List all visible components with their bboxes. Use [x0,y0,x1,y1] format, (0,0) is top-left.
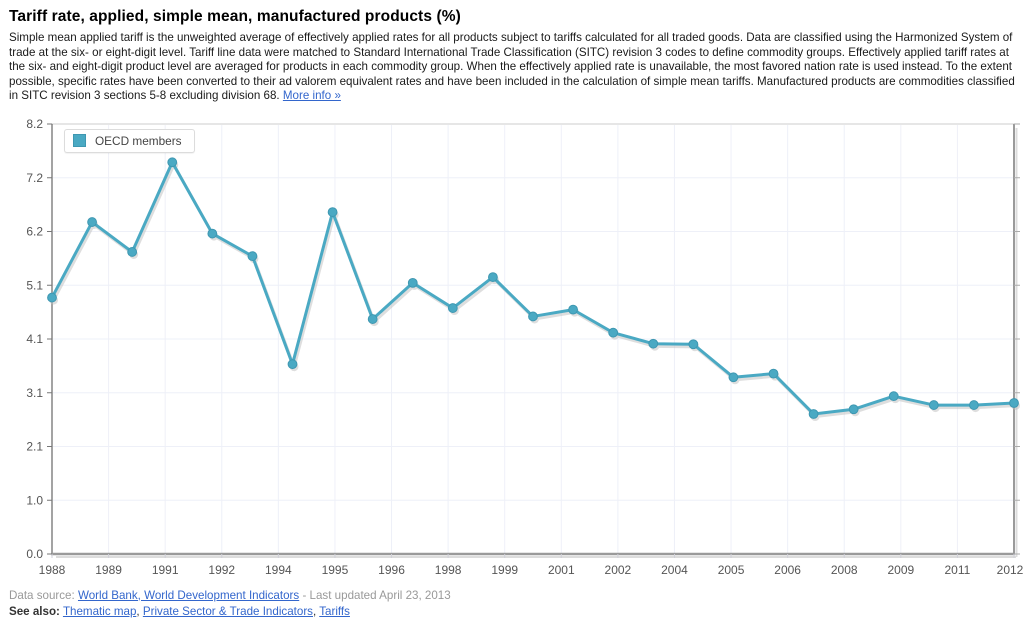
description-text: Simple mean applied tariff is the unweig… [9,31,1015,102]
more-info-link[interactable]: More info » [282,89,341,102]
svg-text:1991: 1991 [152,563,179,577]
svg-text:2004: 2004 [661,563,688,577]
svg-text:2011: 2011 [945,563,971,577]
svg-text:2006: 2006 [774,563,801,577]
svg-text:1996: 1996 [378,563,405,577]
svg-text:3.1: 3.1 [26,385,43,399]
svg-text:0.0: 0.0 [26,547,43,561]
svg-text:1998: 1998 [435,563,462,577]
line-chart: 8.2 7.2 6.2 5.1 4.1 3.1 2.1 1.0 0.0 1988 1989 1991 1… [0,116,1024,586]
svg-text:2005: 2005 [718,563,745,577]
chart-canvas: 8.2 7.2 6.2 5.1 4.1 3.1 2.1 1.0 0.0 1988 1989 1991 1… [26,117,1024,577]
data-source-prefix: Data source: [9,588,75,602]
legend-swatch-oecd [73,134,86,147]
indicator-description: Simple mean applied tariff is the unweig… [9,31,1015,104]
svg-text:2001: 2001 [548,563,575,577]
data-source-line: Data source: World Bank, World Developme… [9,588,1015,604]
see-also-link-thematic-map[interactable]: Thematic map [62,604,137,618]
separator: , [312,604,317,618]
svg-text:4.1: 4.1 [26,332,43,346]
svg-text:1994: 1994 [265,563,292,577]
svg-text:1988: 1988 [39,563,66,577]
svg-text:1999: 1999 [491,563,518,577]
svg-text:8.2: 8.2 [26,117,43,131]
chart-footer: Data source: World Bank, World Developme… [0,586,1024,619]
svg-text:1995: 1995 [322,563,349,577]
svg-text:1.0: 1.0 [26,493,43,507]
svg-text:7.2: 7.2 [26,170,43,184]
page: Tariff rate, applied, simple mean, manuf… [0,0,1024,104]
legend-label-oecd: OECD members [95,133,182,148]
svg-text:6.2: 6.2 [26,224,43,238]
svg-text:2012: 2012 [997,563,1024,577]
svg-text:2002: 2002 [605,563,632,577]
svg-text:1992: 1992 [208,563,235,577]
last-updated-text: - Last updated April 23, 2013 [302,588,451,602]
svg-text:2009: 2009 [887,563,914,577]
svg-text:5.1: 5.1 [26,278,43,292]
page-title: Tariff rate, applied, simple mean, manuf… [9,8,461,25]
svg-text:1989: 1989 [95,563,122,577]
see-also-link-tariffs[interactable]: Tariffs [319,604,350,618]
see-also-line: See also: Thematic map, Private Sector &… [9,604,1015,619]
svg-text:2.1: 2.1 [26,439,43,453]
see-also-link-private-sector[interactable]: Private Sector & Trade Indicators [142,604,313,618]
svg-text:2008: 2008 [831,563,858,577]
chart-legend: OECD members [64,128,195,153]
see-also-label: See also: [9,604,60,618]
data-source-link[interactable]: World Bank, World Development Indicators [77,588,300,602]
separator: , [136,604,140,618]
